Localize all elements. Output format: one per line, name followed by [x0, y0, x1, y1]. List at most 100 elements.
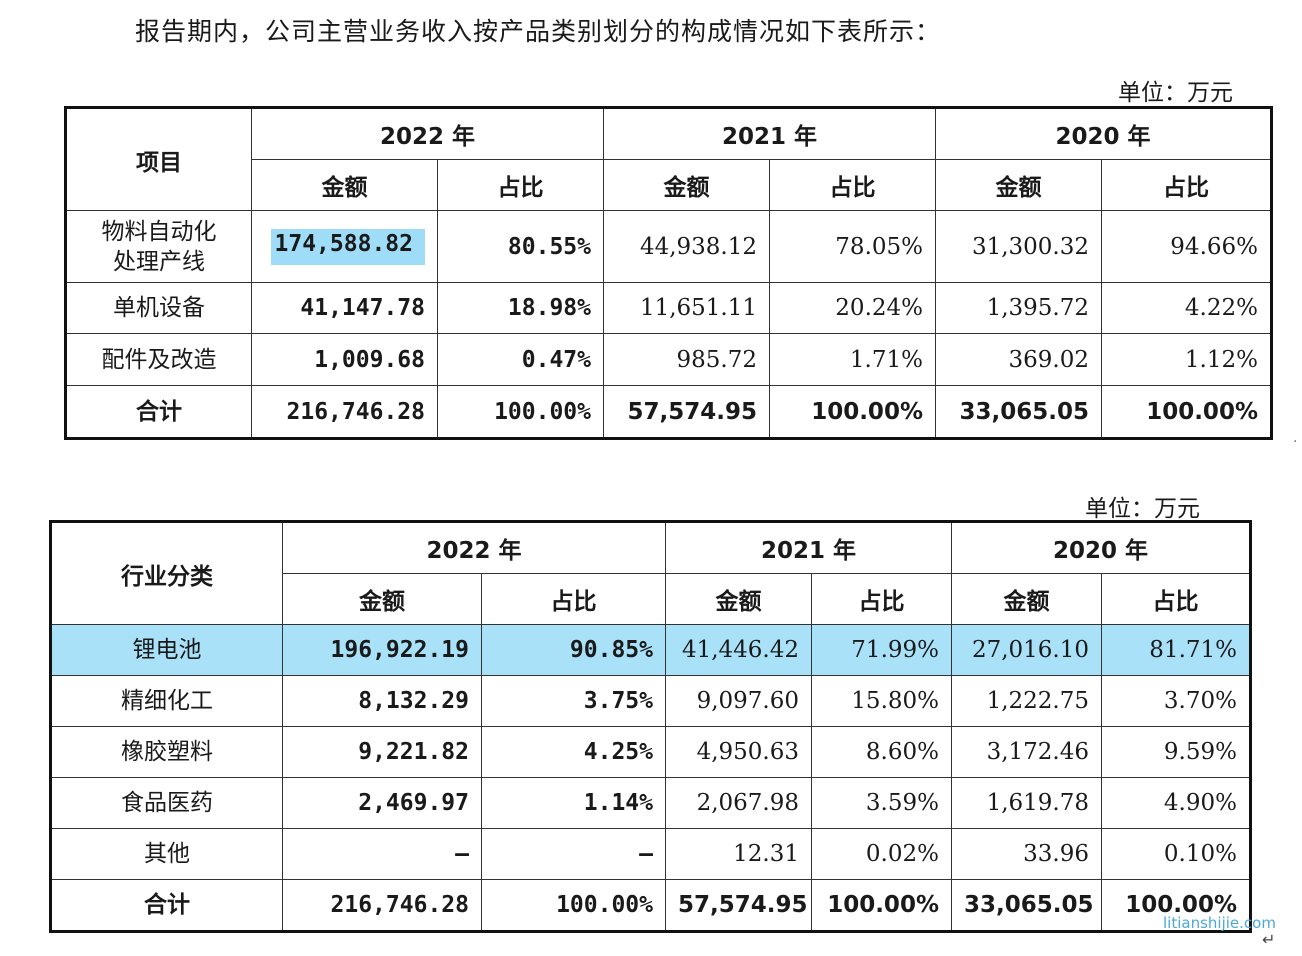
cell-ratio-2022: 100.00% — [437, 385, 604, 439]
row-label: 食品医药 — [50, 777, 283, 829]
highlighted-value: 174,588.82 — [270, 228, 425, 265]
table-subheader-row: 金额 占比 金额 占比 金额 占比 — [51, 573, 1251, 625]
item-header: 项目 — [65, 107, 252, 211]
cell-ratio-2022: 0.47% — [437, 333, 604, 386]
cell-ratio-2022: 4.25% — [481, 726, 666, 778]
cell-amount-2020: 27,016.10 — [951, 624, 1102, 676]
table-header-row: 行业分类 2022 年 2021 年 2020 年 — [50, 521, 1251, 625]
cell-amount-2020: 33,065.05 — [951, 879, 1102, 932]
cell-ratio-2020: 9.59% — [1101, 726, 1251, 778]
cell-amount-2020: 31,300.32 — [935, 210, 1102, 283]
cell-amount-2022: 174,588.82 — [251, 210, 438, 283]
cell-ratio-2022: 1.14% — [481, 777, 666, 829]
cell-ratio-2021: 100.00% — [811, 879, 952, 932]
row-label: 其他 — [50, 828, 283, 880]
amount-header: 金额 — [251, 159, 438, 211]
cell-ratio-2021: 20.24% — [769, 282, 936, 334]
cell-amount-2021: 9,097.60 — [665, 675, 812, 727]
row-label: 精细化工 — [50, 675, 283, 727]
table-row: 配件及改造 1,009.68 0.47% 985.72 1.71% 369.02… — [65, 333, 1272, 386]
year-header: 2022 年 — [282, 521, 666, 574]
cell-amount-2022: 8,132.29 — [282, 675, 482, 727]
cell-ratio-2021: 1.71% — [769, 333, 936, 386]
row-label: 锂电池 — [50, 624, 283, 676]
cell-amount-2022: 216,746.28 — [251, 385, 438, 439]
amount-header: 金额 — [665, 573, 812, 625]
row-label: 合计 — [50, 879, 283, 932]
cell-amount-2022: 216,746.28 — [282, 879, 482, 932]
amount-header: 金额 — [935, 159, 1102, 211]
cell-amount-2020: 1,619.78 — [951, 777, 1102, 829]
cell-amount-2022: 196,922.19 — [282, 624, 482, 676]
row-label: 合计 — [65, 385, 252, 439]
cell-amount-2021: 2,067.98 — [665, 777, 812, 829]
cell-ratio-2021: 78.05% — [769, 210, 936, 283]
ratio-header: 占比 — [1101, 573, 1251, 625]
cell-amount-2020: 3,172.46 — [951, 726, 1102, 778]
cell-ratio-2022: 90.85% — [481, 624, 666, 676]
cell-ratio-2020: 4.22% — [1101, 282, 1272, 334]
table-row: 单机设备 41,147.78 18.98% 11,651.11 20.24% 1… — [65, 282, 1272, 334]
cell-ratio-2022: 100.00% — [481, 879, 666, 932]
cell-ratio-2022: 18.98% — [437, 282, 604, 334]
amount-header: 金额 — [951, 573, 1102, 625]
cell-amount-2020: 33.96 — [951, 828, 1102, 880]
row-label: 物料自动化 处理产线 — [65, 210, 252, 283]
cell-amount-2021: 11,651.11 — [603, 282, 770, 334]
table-total-row: 合计 216,746.28 100.00% 57,574.95 100.00% … — [65, 385, 1272, 439]
table-row-highlighted: 锂电池 196,922.19 90.85% 41,446.42 71.99% 2… — [50, 624, 1251, 676]
cell-amount-2022: 41,147.78 — [251, 282, 438, 334]
cell-ratio-2022: – — [481, 828, 666, 880]
row-label: 橡胶塑料 — [50, 726, 283, 778]
year-header: 2020 年 — [935, 107, 1272, 160]
cell-amount-2022: 9,221.82 — [282, 726, 482, 778]
row-label-line: 处理产线 — [113, 248, 205, 275]
year-header: 2021 年 — [665, 521, 952, 574]
table-total-row: 合计 216,746.28 100.00% 57,574.95 100.00% … — [50, 879, 1251, 932]
table-row: 精细化工 8,132.29 3.75% 9,097.60 15.80% 1,22… — [50, 675, 1251, 727]
cell-ratio-2021: 8.60% — [811, 726, 952, 778]
cell-ratio-2020: 3.70% — [1101, 675, 1251, 727]
revenue-by-industry-table: 行业分类 2022 年 2021 年 2020 年 金额 占比 金额 占比 金额… — [49, 520, 1252, 933]
cell-amount-2021: 12.31 — [665, 828, 812, 880]
cell-amount-2021: 44,938.12 — [603, 210, 770, 283]
cell-amount-2021: 4,950.63 — [665, 726, 812, 778]
edge-mark: · — [1293, 434, 1298, 450]
cell-ratio-2020: 81.71% — [1101, 624, 1251, 676]
cell-ratio-2020: 94.66% — [1101, 210, 1272, 283]
row-label: 配件及改造 — [65, 333, 252, 386]
cell-amount-2022: 1,009.68 — [251, 333, 438, 386]
amount-header: 金额 — [603, 159, 770, 211]
cell-amount-2020: 369.02 — [935, 333, 1102, 386]
cell-amount-2020: 33,065.05 — [935, 385, 1102, 439]
return-symbol: ↵ — [1262, 930, 1276, 949]
year-header: 2021 年 — [603, 107, 936, 160]
ratio-header: 占比 — [481, 573, 666, 625]
table1-unit-label: 单位：万元 — [1118, 80, 1233, 106]
row-label: 单机设备 — [65, 282, 252, 334]
cell-amount-2021: 57,574.95 — [665, 879, 812, 932]
ratio-header: 占比 — [769, 159, 936, 211]
table-row: 其他 – – 12.31 0.02% 33.96 0.10% — [50, 828, 1251, 880]
table-header-row: 项目 2022 年 2021 年 2020 年 — [65, 107, 1272, 211]
table-row: 食品医药 2,469.97 1.14% 2,067.98 3.59% 1,619… — [50, 777, 1251, 829]
cell-ratio-2021: 15.80% — [811, 675, 952, 727]
cell-amount-2022: 2,469.97 — [282, 777, 482, 829]
year-header: 2020 年 — [951, 521, 1251, 574]
cell-amount-2021: 985.72 — [603, 333, 770, 386]
cell-amount-2021: 41,446.42 — [665, 624, 812, 676]
cell-ratio-2021: 0.02% — [811, 828, 952, 880]
cell-ratio-2020: 0.10% — [1101, 828, 1251, 880]
cell-ratio-2021: 71.99% — [811, 624, 952, 676]
ratio-header: 占比 — [437, 159, 604, 211]
row-label-line: 物料自动化 — [101, 218, 217, 245]
watermark-text: litianshijie.com — [1163, 914, 1276, 932]
amount-header: 金额 — [282, 573, 482, 625]
year-header: 2022 年 — [251, 107, 604, 160]
revenue-by-product-table: 项目 2022 年 2021 年 2020 年 金额 占比 金额 占比 金额 占… — [64, 106, 1273, 440]
cell-ratio-2020: 100.00% — [1101, 879, 1251, 932]
cell-ratio-2022: 80.55% — [437, 210, 604, 283]
cell-ratio-2020: 4.90% — [1101, 777, 1251, 829]
cell-amount-2022: – — [282, 828, 482, 880]
table-row: 物料自动化 处理产线 174,588.82 80.55% 44,938.12 7… — [65, 210, 1272, 283]
